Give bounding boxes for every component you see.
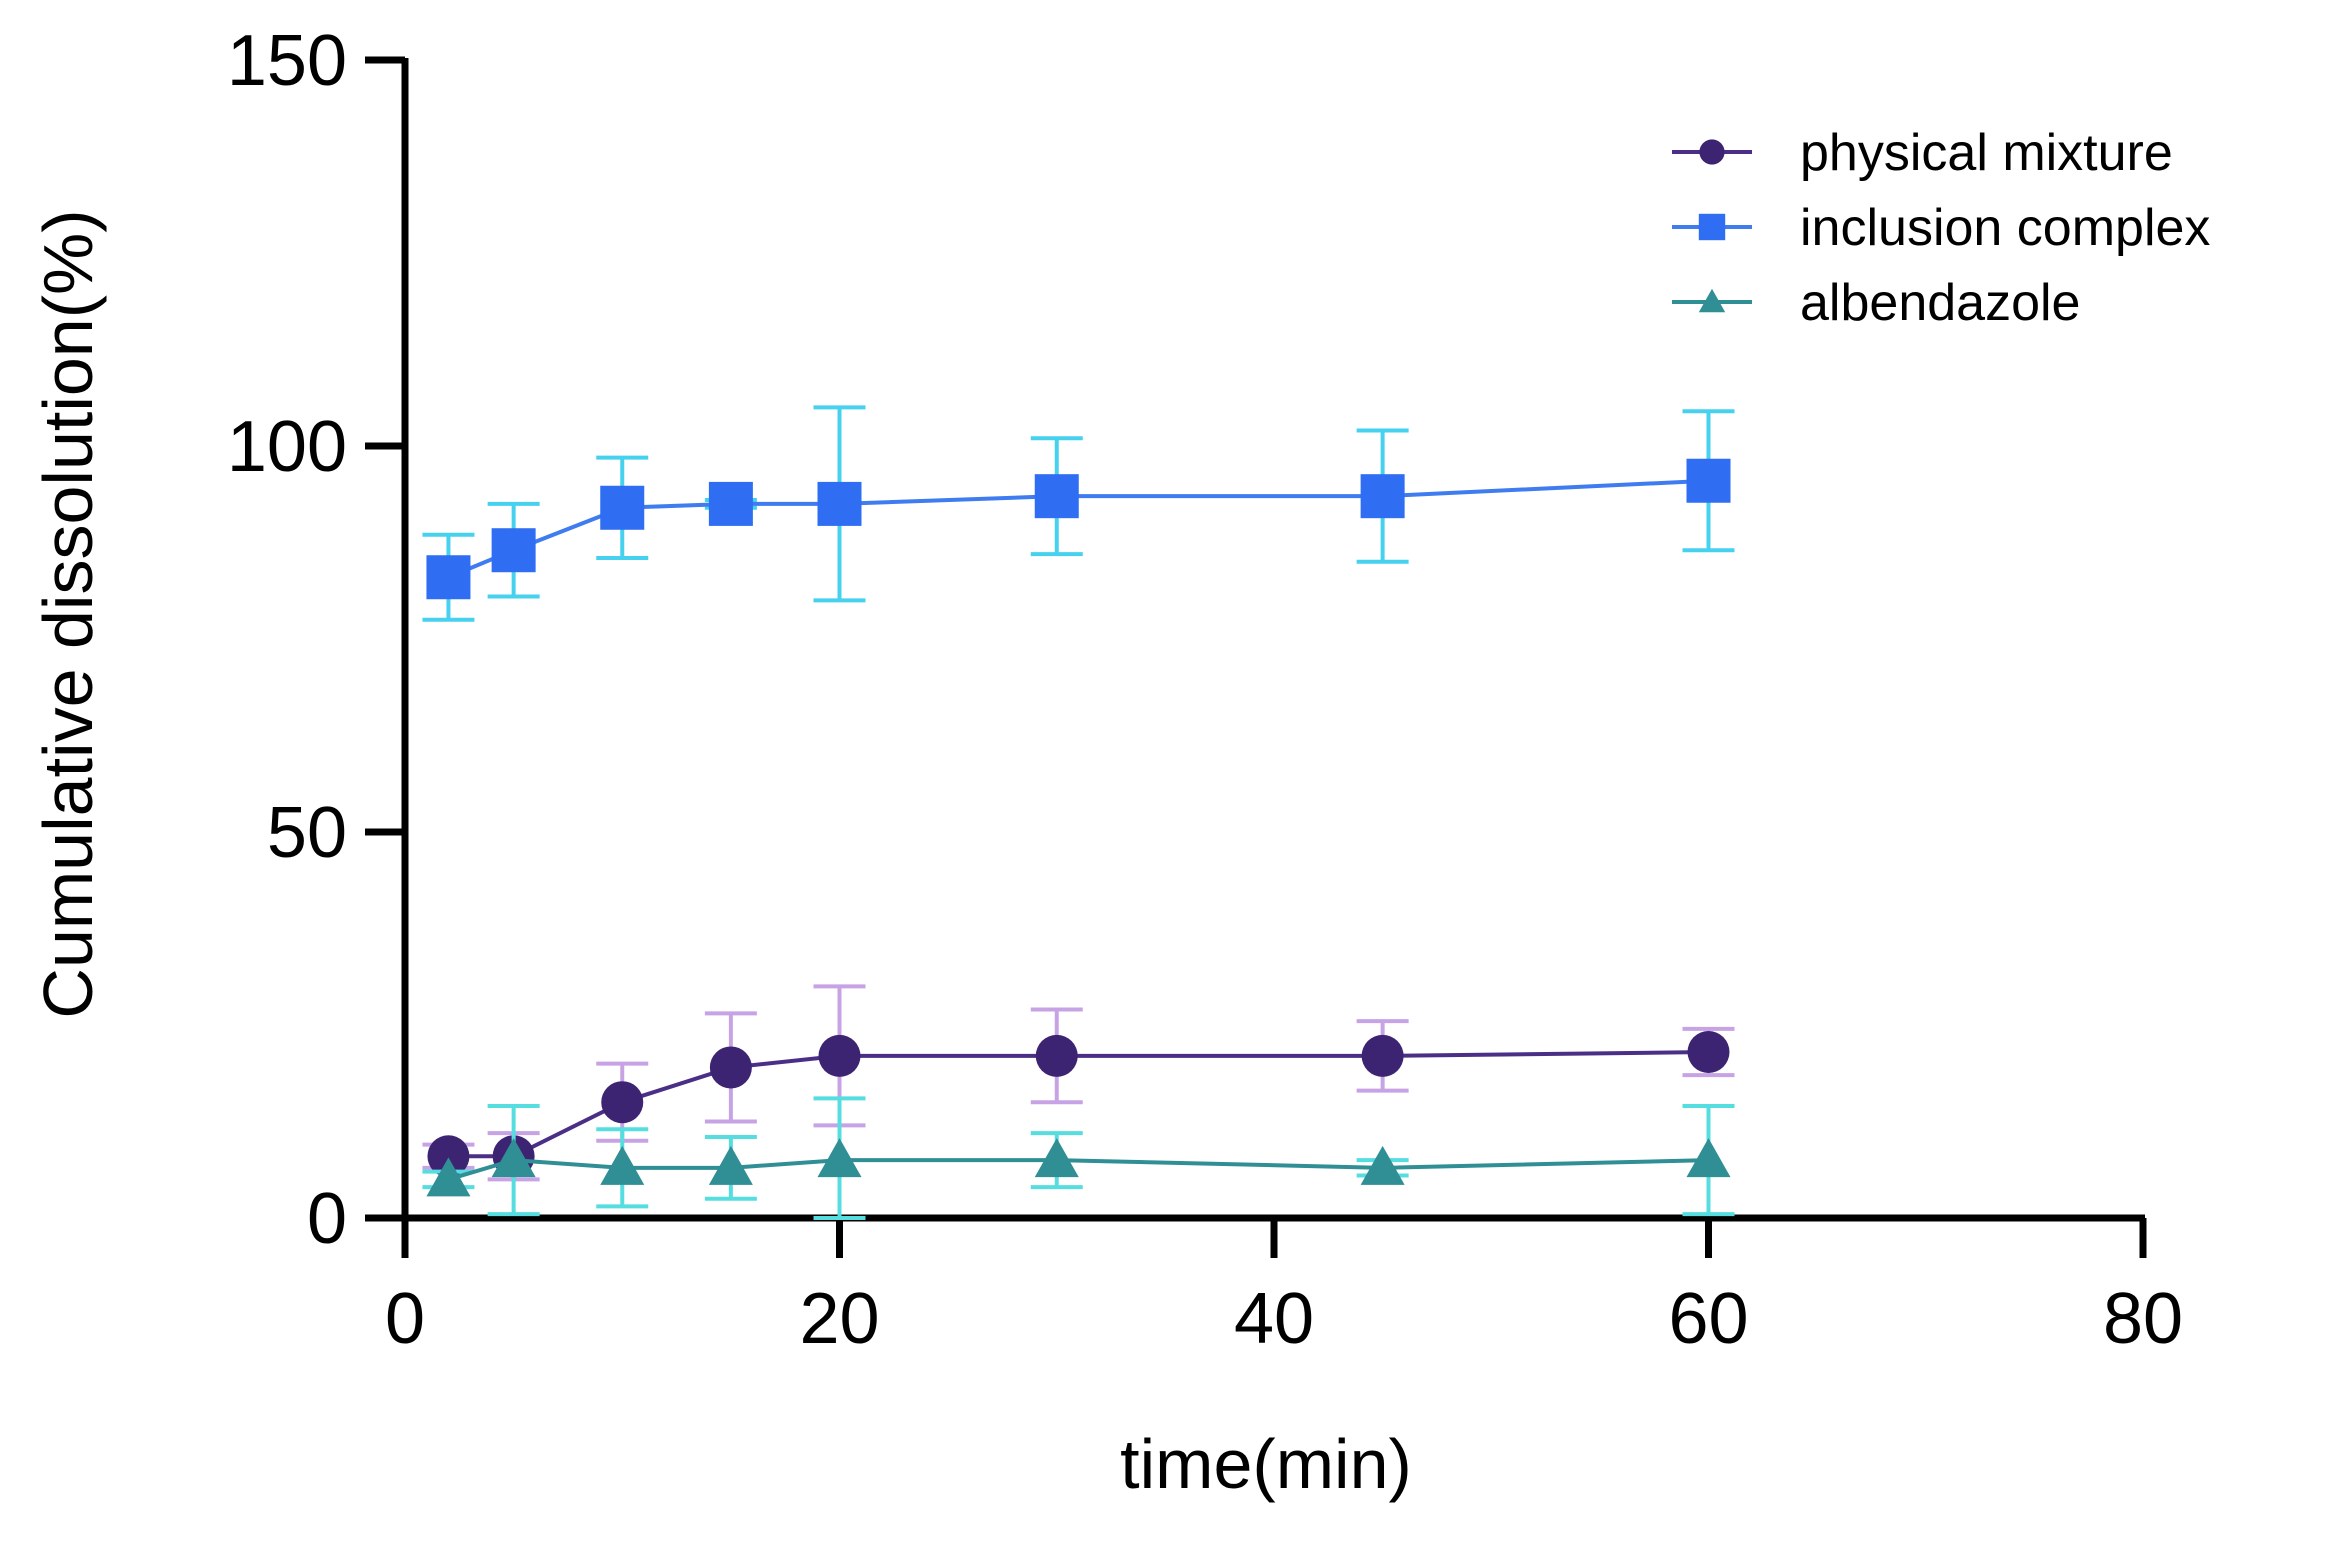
legend-label: physical mixture [1800,124,2173,182]
data-point [600,1145,645,1185]
data-point [1360,474,1405,519]
x-tick-label: 20 [799,1279,879,1359]
x-tick-label: 60 [1668,1279,1748,1359]
y-tick-label: 0 [307,1179,347,1259]
data-point [491,528,536,573]
legend-label: inclusion complex [1800,199,2210,257]
x-tick-label: 80 [2103,1279,2183,1359]
series-line [447,1158,1709,1182]
y-tick-label: 100 [227,407,347,487]
axes: 0 20 40 60 80 0 50 100 150 [227,21,2183,1359]
y-tick-label: 150 [227,21,347,101]
data-point [817,1138,862,1178]
series-albendazole [422,1096,1735,1220]
series-physical-mixture [422,984,1735,1182]
data-point [1035,1034,1078,1077]
x-axis-title: time(min) [1120,1425,1412,1503]
legend-marker [1699,139,1725,165]
data-point [1687,1031,1730,1074]
data-point [708,481,753,526]
data-point [1686,1138,1731,1178]
plot-area [422,405,1735,1220]
x-tick-label: 40 [1234,1279,1314,1359]
data-point [1686,458,1731,503]
data-point [426,555,471,600]
data-point [601,1081,644,1124]
data-point [426,1157,471,1197]
data-point [600,485,645,530]
data-point [1360,1145,1405,1185]
data-point [1361,1034,1404,1077]
legend-marker [1698,213,1726,241]
data-point [1034,474,1079,519]
legend-marker [1698,288,1726,313]
y-tick-label: 50 [267,793,347,873]
legend-item-inclusion-complex: inclusion complex [1672,199,2210,257]
legend-item-albendazole: albendazole [1672,274,2080,332]
y-axis-title: Cumulative dissolution(%) [29,209,107,1018]
data-point [708,1145,753,1185]
legend: physical mixture inclusion complex albenda… [1672,124,2210,332]
x-tick-label: 0 [385,1279,425,1359]
data-point [817,481,862,526]
data-point [709,1046,752,1089]
legend-label: albendazole [1800,274,2080,332]
legend-item-physical-mixture: physical mixture [1672,124,2173,182]
data-point [818,1034,861,1077]
data-point [427,1135,470,1178]
data-point [491,1138,536,1178]
series-inclusion-complex [422,405,1735,622]
data-point [1034,1138,1079,1178]
